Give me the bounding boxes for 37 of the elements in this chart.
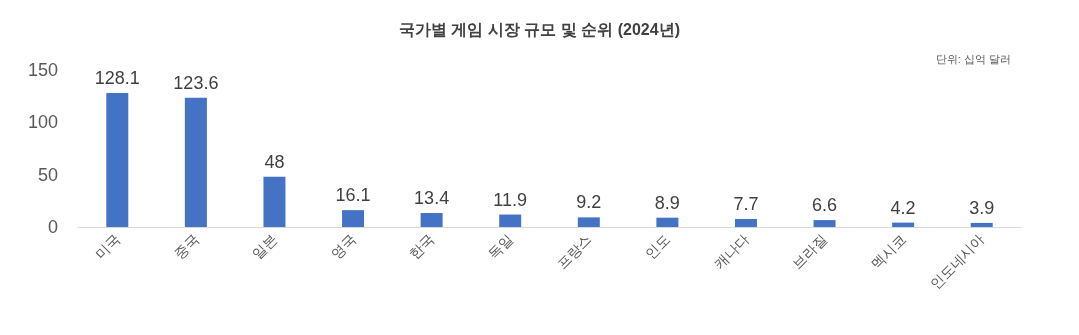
text: 단위: 십억 달러 <box>935 52 1011 65</box>
data-label: 48 <box>264 151 285 172</box>
x-tick-label: 영국 <box>327 231 359 263</box>
data-label: 7.7 <box>733 193 759 214</box>
data-label: 128.1 <box>94 67 140 88</box>
bar <box>420 212 443 227</box>
bar <box>106 92 129 227</box>
bar <box>577 217 600 227</box>
bar <box>892 222 915 227</box>
y-tick-label: 100 <box>27 112 58 133</box>
data-label: 8.9 <box>654 192 680 213</box>
data-label: 123.6 <box>173 72 219 93</box>
data-label: 6.6 <box>812 195 838 216</box>
bar <box>263 176 286 227</box>
x-tick-label: 인도 <box>641 231 674 263</box>
data-label: 4.2 <box>890 197 916 218</box>
data-label: 3.9 <box>969 197 995 218</box>
x-tick-label: 한국 <box>406 231 438 263</box>
bar <box>656 217 679 227</box>
data-label: 11.9 <box>493 189 528 210</box>
bar <box>184 97 207 227</box>
bar <box>499 214 522 227</box>
x-tick-label: 일본 <box>249 231 281 263</box>
bar <box>342 210 365 227</box>
bar <box>734 218 757 227</box>
chart-title: 국가별 게임 시장 규모 및 순위 (2024년) <box>399 20 680 38</box>
data-label: 13.4 <box>414 187 450 208</box>
x-tick-label: 미국 <box>91 231 123 263</box>
bar <box>970 222 993 227</box>
y-tick-label: 0 <box>47 217 58 237</box>
bar <box>813 220 836 227</box>
y-tick-label: 150 <box>27 60 58 80</box>
x-tick-label: 독일 <box>484 231 516 263</box>
y-tick-label: 50 <box>37 164 58 185</box>
data-label: 9.2 <box>576 192 602 213</box>
x-tick-label: 중국 <box>170 231 202 263</box>
data-label: 16.1 <box>335 185 371 206</box>
